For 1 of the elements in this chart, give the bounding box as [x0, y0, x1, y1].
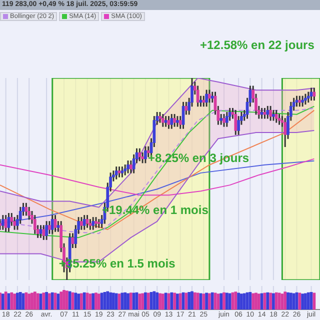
text: +12.58% en 22 jours	[200, 38, 314, 52]
